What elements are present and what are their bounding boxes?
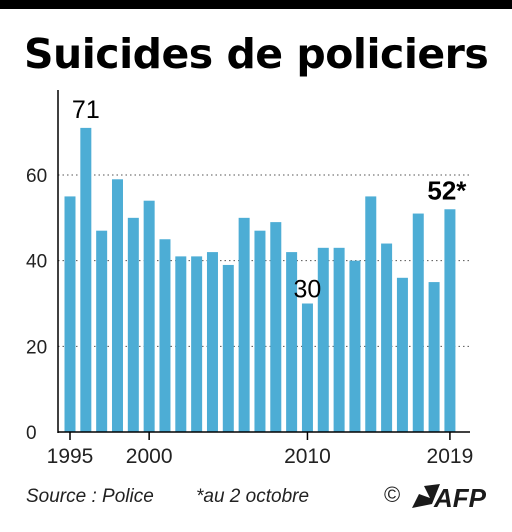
bar-2007 (254, 230, 266, 432)
bar-2010 (301, 303, 313, 432)
data-label-2010: 30 (294, 276, 322, 304)
bar-2006 (238, 217, 250, 432)
bar-1997 (96, 230, 108, 432)
data-label-1996: 71 (72, 96, 100, 124)
y-tick-label: 20 (26, 337, 47, 358)
chart-title: Suicides de policiers (24, 30, 489, 78)
y-tick-label: 60 (26, 166, 47, 187)
bar-1998 (111, 179, 123, 432)
bar-2009 (286, 252, 298, 432)
x-tick-label: 2010 (284, 445, 331, 468)
afp-logo-text: AFP (433, 483, 487, 512)
bar-2012 (333, 247, 345, 432)
bar-2005 (222, 264, 234, 432)
bar-2014 (365, 196, 377, 432)
bar-2018 (428, 282, 440, 432)
x-tick-label: 2019 (427, 445, 474, 468)
bar-2015 (381, 243, 393, 432)
y-tick-label: 0 (26, 423, 37, 444)
source-label: Source : Police (26, 486, 154, 507)
bar-2008 (270, 222, 282, 432)
footnote: *au 2 octobre (196, 486, 310, 507)
bar-2001 (159, 239, 171, 432)
bar-2017 (412, 213, 424, 432)
bar-2013 (349, 260, 361, 432)
bar-2004 (206, 252, 218, 432)
data-label-2019: 52* (427, 175, 467, 205)
bar-2011 (317, 247, 329, 432)
bar-2019 (444, 209, 456, 432)
bar-2002 (175, 256, 187, 432)
afp-logo: AFP (412, 483, 487, 512)
bar-2000 (143, 200, 155, 432)
x-tick-label: 1995 (47, 445, 94, 468)
bar-1999 (127, 217, 139, 432)
bar-2003 (191, 256, 203, 432)
bar-chart: 0 20 40 60 1995 2000 2010 2019 71 30 52* (26, 90, 474, 468)
top-rule (0, 0, 512, 9)
bar-1996 (80, 127, 92, 432)
y-tick-label: 40 (26, 252, 47, 273)
copyright-icon: © (384, 482, 401, 507)
bar-1995 (64, 196, 76, 432)
bar-2016 (396, 277, 408, 432)
x-tick-label: 2000 (126, 445, 173, 468)
